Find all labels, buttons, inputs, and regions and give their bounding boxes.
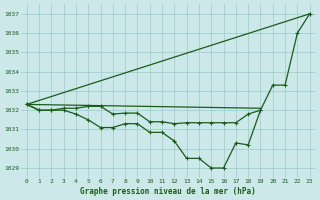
X-axis label: Graphe pression niveau de la mer (hPa): Graphe pression niveau de la mer (hPa) xyxy=(80,187,256,196)
